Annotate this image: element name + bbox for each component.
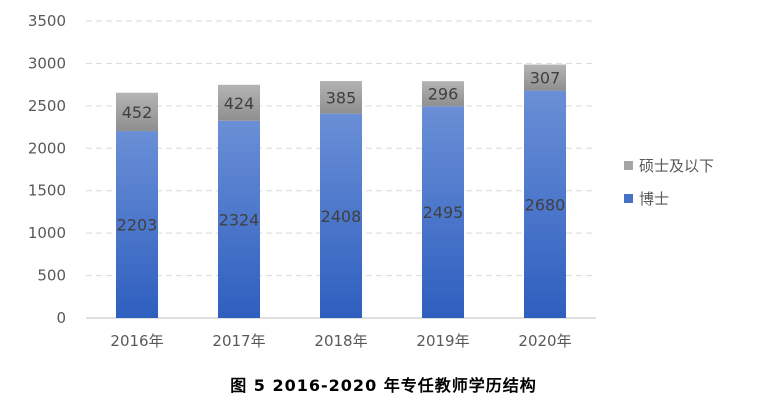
y-tick-label: 500 <box>37 267 66 285</box>
y-tick-label: 1000 <box>28 224 66 242</box>
legend-swatch <box>624 194 633 203</box>
legend-entry: 硕士及以下 <box>639 157 714 175</box>
x-axis: 2016年 2017年 2018年 2019年 2020年 <box>110 332 571 350</box>
y-axis: 0 500 1000 1500 2000 2500 3000 3500 <box>28 12 596 327</box>
bar-segment-master-below <box>320 80 362 114</box>
bars: 2203 452 2324 424 2408 385 2495 296 2680 307 <box>116 64 566 319</box>
bar-segment-master-below <box>218 84 260 121</box>
legend-swatch <box>624 161 633 170</box>
bar-segment-doctor <box>524 90 566 318</box>
bar-segment-doctor <box>218 120 260 319</box>
y-tick-label: 0 <box>56 309 66 327</box>
bar-segment-master-below <box>524 64 566 91</box>
data-label: 2495 <box>423 203 464 222</box>
data-label: 2680 <box>525 195 566 214</box>
data-label: 296 <box>428 85 459 104</box>
x-tick-label: 2017年 <box>212 332 265 350</box>
bar-segment-doctor <box>116 131 158 318</box>
legend-entry: 博士 <box>639 190 669 208</box>
bar-segment-doctor <box>422 106 464 318</box>
y-tick-label: 3000 <box>28 54 66 72</box>
stacked-bar-chart: 0 500 1000 1500 2000 2500 3000 3500 2203 452 2324… <box>28 12 714 350</box>
y-tick-label: 3500 <box>28 12 66 30</box>
data-label: 307 <box>530 69 561 88</box>
y-tick-label: 2500 <box>28 97 66 115</box>
bar-segment-master-below <box>116 92 158 132</box>
data-label: 452 <box>122 103 153 122</box>
y-tick-label: 2000 <box>28 139 66 157</box>
x-tick-label: 2016年 <box>110 332 163 350</box>
x-tick-label: 2020年 <box>518 332 571 350</box>
bar-segment-master-below <box>422 81 464 107</box>
data-label: 385 <box>326 88 357 107</box>
figure-caption: 图 5 2016-2020 年专任教师学历结构 <box>230 376 537 395</box>
data-label: 2324 <box>219 210 260 229</box>
y-tick-label: 1500 <box>28 182 66 200</box>
bar-segment-doctor <box>320 113 362 318</box>
data-label: 2203 <box>117 216 158 235</box>
x-tick-label: 2019年 <box>416 332 469 350</box>
x-tick-label: 2018年 <box>314 332 367 350</box>
data-label: 2408 <box>321 207 362 226</box>
data-label: 424 <box>224 94 255 113</box>
